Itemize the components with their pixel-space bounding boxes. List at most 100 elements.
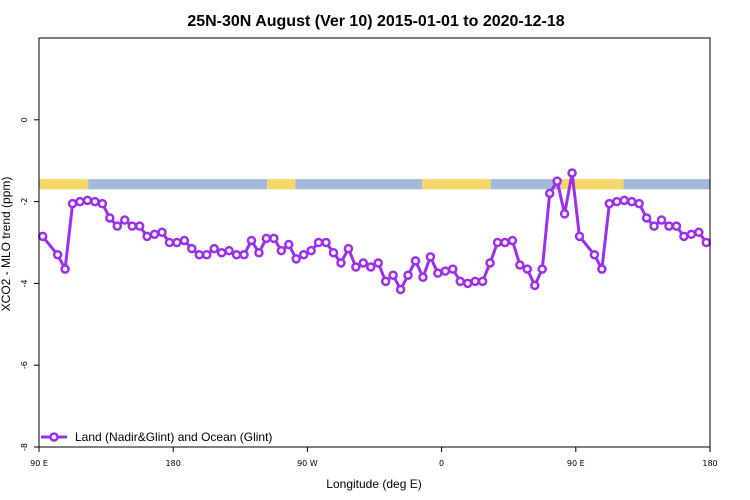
legend: Land (Nadir&Glint) and Ocean (Glint) xyxy=(41,430,272,444)
data-point xyxy=(477,276,488,287)
data-point xyxy=(373,258,383,268)
data-point xyxy=(462,278,473,289)
data-point xyxy=(366,262,376,272)
data-point xyxy=(388,270,398,280)
x-tick-label: 90 E xyxy=(30,459,48,468)
y-tick-label: -8 xyxy=(20,443,29,451)
data-point xyxy=(656,215,667,225)
data-point xyxy=(351,262,361,272)
data-point xyxy=(522,264,533,274)
data-point xyxy=(619,195,630,206)
data-point xyxy=(604,198,615,209)
band-segment-ocean xyxy=(490,179,561,190)
axes: 90 E 180 90 W 0 90 E 180 0 -2 -4 -6 -8 xyxy=(20,117,718,468)
x-tick-label: 90 W xyxy=(297,459,318,468)
data-point xyxy=(507,235,518,246)
data-point xyxy=(261,233,272,244)
data-point xyxy=(448,264,458,274)
y-tick-label: 0 xyxy=(20,117,29,122)
data-point xyxy=(433,268,443,278)
legend-marker xyxy=(49,432,59,442)
data-point xyxy=(313,237,324,248)
x-tick-label: 180 xyxy=(702,459,717,468)
band-segment-land xyxy=(39,179,89,190)
data-point xyxy=(75,196,85,207)
data-point xyxy=(276,245,287,256)
data-point xyxy=(358,258,369,268)
y-tick-label: -6 xyxy=(20,361,29,369)
data-point xyxy=(530,280,540,291)
data-point xyxy=(37,231,48,242)
data-point xyxy=(216,247,227,258)
data-point xyxy=(328,247,339,258)
data-point xyxy=(254,247,264,258)
data-point xyxy=(679,231,689,242)
chart-title: 25N-30N August (Ver 10) 2015-01-01 to 20… xyxy=(187,13,564,30)
data-point xyxy=(626,196,637,207)
data-point xyxy=(403,270,413,280)
data-point xyxy=(321,237,331,248)
data-point xyxy=(112,221,123,231)
band-segment-ocean xyxy=(295,179,423,190)
band-segment-land xyxy=(267,179,296,190)
data-point xyxy=(418,272,428,283)
data-point xyxy=(455,276,465,287)
data-point xyxy=(686,229,697,240)
data-point xyxy=(537,264,547,274)
data-point xyxy=(492,237,503,248)
land-ocean-band xyxy=(39,179,710,190)
data-point xyxy=(149,229,160,240)
data-point xyxy=(90,196,100,207)
data-point xyxy=(187,243,197,254)
band-segment-ocean xyxy=(623,179,710,190)
data-point xyxy=(559,209,570,219)
data-point xyxy=(119,215,130,225)
data-point xyxy=(172,237,182,248)
data-point xyxy=(343,243,354,254)
data-point xyxy=(470,276,480,287)
band-segment-ocean xyxy=(88,179,268,190)
data-point xyxy=(239,250,249,260)
data-point xyxy=(574,231,585,242)
data-point xyxy=(52,250,63,260)
data-point xyxy=(202,250,212,260)
data-point xyxy=(306,245,316,256)
data-point xyxy=(179,235,190,246)
data-point xyxy=(246,235,257,246)
band-segment-land xyxy=(422,179,491,190)
data-point xyxy=(597,264,607,274)
data-point xyxy=(694,227,704,238)
data-point xyxy=(164,237,175,248)
data-point xyxy=(105,213,115,223)
data-point xyxy=(231,250,242,260)
data-point xyxy=(209,243,219,254)
data-point xyxy=(60,264,70,274)
data-point xyxy=(298,250,309,260)
data-point xyxy=(82,195,93,206)
x-tick-label: 90 E xyxy=(567,459,585,468)
data-point xyxy=(97,198,108,209)
data-point xyxy=(612,196,622,207)
y-tick-label: -4 xyxy=(20,279,29,287)
data-point xyxy=(395,284,406,295)
band-segment-land xyxy=(560,179,624,190)
data-point xyxy=(142,231,152,242)
data-point xyxy=(157,227,167,238)
data-point xyxy=(67,198,78,209)
data-point xyxy=(410,256,421,266)
x-axis-label: Longitude (deg E) xyxy=(326,477,421,491)
x-tick-label: 180 xyxy=(166,459,181,468)
legend-label: Land (Nadir&Glint) and Ocean (Glint) xyxy=(75,430,272,444)
x-tick-label: 0 xyxy=(439,459,444,468)
data-point xyxy=(134,221,145,231)
data-point xyxy=(567,168,577,178)
data-point xyxy=(671,221,682,231)
y-tick-label: -2 xyxy=(20,198,29,206)
data-point xyxy=(425,252,436,262)
data-point xyxy=(664,221,674,231)
data-point xyxy=(485,258,495,268)
y-axis-label: XCO2 - MLO trend (ppm) xyxy=(0,177,13,312)
data-point xyxy=(634,198,644,209)
